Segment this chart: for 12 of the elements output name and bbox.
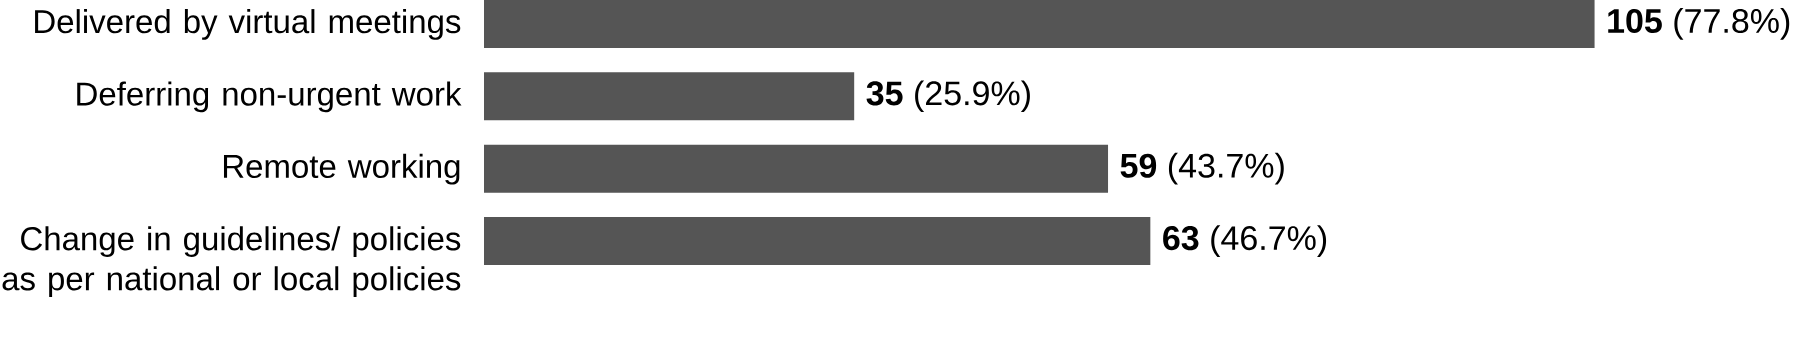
bar bbox=[484, 0, 1595, 48]
data-label: 35 (25.9%) bbox=[866, 80, 1030, 113]
data-label: 63 (46.7%) bbox=[1163, 225, 1327, 257]
y-tick-label: Change in guidelines/ policies as per national or local policies bbox=[2, 226, 461, 297]
data-label: 59 (43.7%) bbox=[1120, 152, 1284, 185]
bar bbox=[484, 72, 855, 121]
y-tick-label: Deferring non-urgent work bbox=[77, 81, 462, 113]
bar bbox=[484, 144, 1109, 193]
data-label: 105 (77.8%) bbox=[1608, 8, 1790, 40]
y-tick-label: Remote working bbox=[223, 153, 460, 185]
bar bbox=[484, 217, 1151, 266]
y-tick-label: Delivered by virtual meetings bbox=[35, 9, 461, 40]
